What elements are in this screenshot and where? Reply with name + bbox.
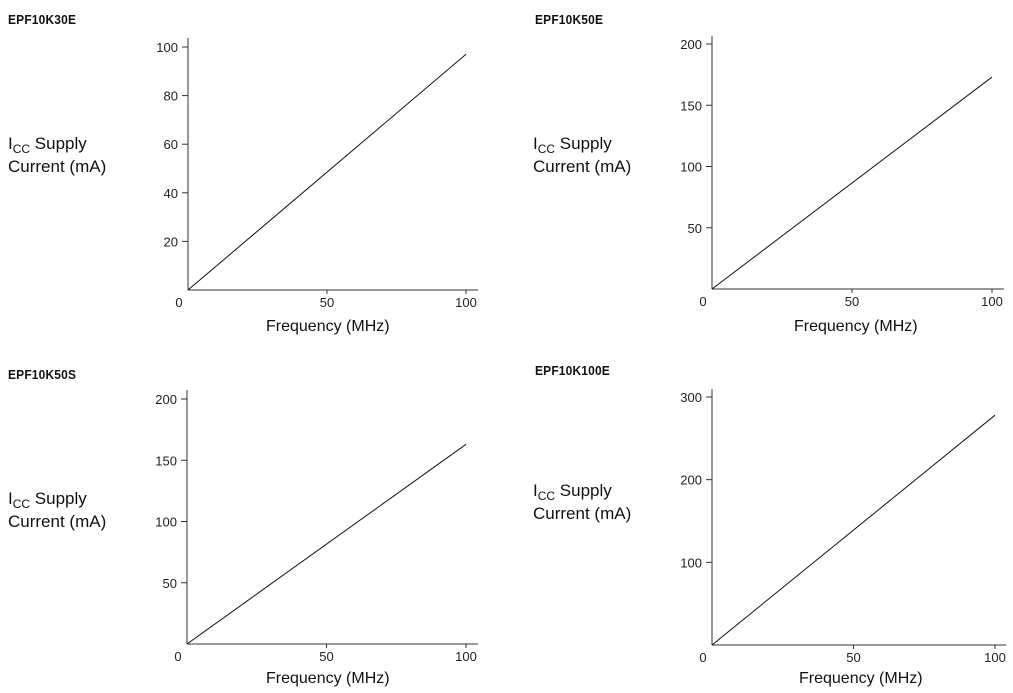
y-tick-label: 60: [164, 137, 178, 152]
y-tick-label: 50: [163, 576, 177, 591]
y-tick-label: 150: [155, 453, 177, 468]
y-axis-label-subscript: CC: [537, 142, 556, 156]
y-tick-label: 200: [155, 392, 177, 407]
y-axis-label-line2: Current (mA): [533, 157, 632, 176]
y-axis-label: ICC Supply Current (mA): [533, 480, 631, 524]
y-axis-label-line2: Current (mA): [8, 157, 107, 176]
y-axis-label-subscript: CC: [12, 497, 31, 511]
x-tick-label: 100: [981, 294, 1003, 309]
y-tick-label: 100: [155, 515, 177, 530]
x-tick-label: 100: [455, 649, 477, 664]
x-tick-label: 50: [846, 650, 860, 665]
y-axis-label-text: Supply: [30, 489, 87, 508]
y-axis-label-symbol: I: [8, 134, 13, 153]
series-line: [711, 414, 996, 646]
chart-title: EPF10K30E: [8, 12, 77, 27]
y-axis-label: ICC Supply Current (mA): [8, 488, 106, 532]
x-axis-label: Frequency (MHz): [799, 670, 923, 687]
y-tick-label: 100: [680, 555, 702, 570]
x-tick-label: 100: [984, 650, 1006, 665]
y-axis-label-symbol: I: [533, 481, 538, 500]
y-tick-label: 300: [680, 390, 702, 405]
y-tick-label: 200: [680, 37, 702, 52]
x-tick-label: 50: [845, 294, 859, 309]
y-axis-label: ICC Supply Current (mA): [533, 133, 631, 177]
x-tick-label: 50: [320, 295, 334, 310]
x-tick-label: 0: [175, 295, 182, 310]
y-tick-label: 200: [680, 473, 702, 488]
x-axis-label: Frequency (MHz): [794, 318, 918, 335]
y-axis-label-symbol: I: [533, 134, 538, 153]
series-line: [186, 443, 467, 645]
chart-title: EPF10K50S: [8, 367, 77, 382]
x-axis-label: Frequency (MHz): [266, 318, 390, 335]
x-tick-label: 0: [699, 294, 706, 309]
chart-title: EPF10K100E: [535, 363, 610, 378]
y-axis-label-text: Supply: [555, 134, 612, 153]
y-tick-label: 80: [164, 89, 178, 104]
y-tick-label: 50: [688, 221, 702, 236]
x-axis-label: Frequency (MHz): [266, 670, 390, 687]
x-tick-label: 100: [455, 295, 477, 310]
y-axis-label-text: Supply: [555, 481, 612, 500]
y-tick-label: 150: [680, 98, 702, 113]
series-line: [711, 76, 993, 290]
series-line: [187, 53, 467, 291]
y-axis-label-subscript: CC: [12, 142, 31, 156]
y-axis-label-line2: Current (mA): [8, 512, 107, 531]
x-tick-label: 0: [699, 650, 706, 665]
y-tick-label: 100: [680, 160, 702, 175]
x-tick-label: 50: [319, 649, 333, 664]
y-tick-label: 100: [156, 40, 178, 55]
y-tick-label: 40: [164, 186, 178, 201]
y-axis-label: ICC Supply Current (mA): [8, 133, 106, 177]
y-tick-label: 20: [164, 234, 178, 249]
chart-title: EPF10K50E: [535, 12, 604, 27]
y-axis-label-subscript: CC: [537, 489, 556, 503]
y-axis-label-symbol: I: [8, 489, 13, 508]
y-axis-label-line2: Current (mA): [533, 504, 632, 523]
x-tick-label: 0: [174, 649, 181, 664]
y-axis-label-text: Supply: [30, 134, 87, 153]
